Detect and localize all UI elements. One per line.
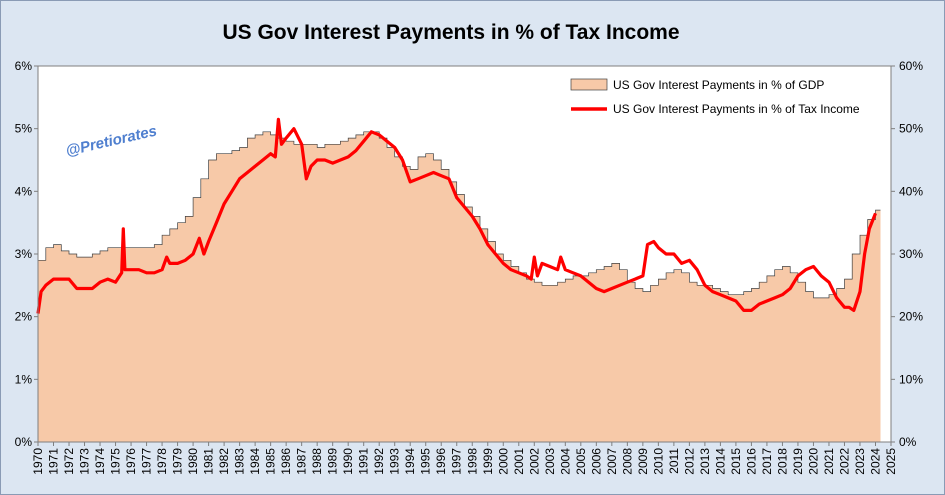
x-tick-label: 1991 — [357, 448, 371, 475]
x-tick-label: 1992 — [372, 448, 386, 475]
left-tick-label: 4% — [15, 184, 33, 198]
x-tick-label: 2021 — [822, 448, 836, 475]
axis-layer: 0%1%2%3%4%5%6%0%10%20%30%40%50%60%1970 19… — [15, 59, 924, 475]
x-tick-label: 2015 — [729, 448, 743, 475]
x-tick-label: 2023 — [853, 448, 867, 475]
x-tick-label: 2009 — [636, 448, 650, 475]
x-tick-label: 2020 — [806, 448, 820, 475]
x-tick-label: 1977 — [140, 448, 154, 475]
x-tick-label: 1993 — [388, 448, 402, 475]
x-tick-label: 1981 — [202, 448, 216, 475]
x-tick-label: 1988 — [310, 448, 324, 475]
x-tick-label: 2018 — [775, 448, 789, 475]
x-tick-label: 1983 — [233, 448, 247, 475]
x-tick-label: 1996 — [434, 448, 448, 475]
x-tick-label: 2008 — [620, 448, 634, 475]
x-tick-label: 2012 — [682, 448, 696, 475]
x-tick-label: 1990 — [341, 448, 355, 475]
x-tick-label: 1986 — [279, 448, 293, 475]
x-tick-label: 2011 — [667, 448, 681, 474]
right-tick-label: 0% — [899, 435, 917, 449]
left-tick-label: 5% — [15, 122, 33, 136]
right-tick-label: 30% — [899, 247, 923, 261]
x-tick-label: 2017 — [760, 448, 774, 475]
gdp-area — [38, 131, 881, 443]
chart-title: US Gov Interest Payments in % of Tax Inc… — [222, 21, 680, 44]
x-tick-label: 2016 — [744, 448, 758, 475]
x-tick-label: 2000 — [496, 448, 510, 475]
x-tick-label: 1987 — [295, 448, 309, 475]
x-tick-label: 1984 — [248, 448, 262, 475]
x-tick-label: 2010 — [651, 448, 665, 475]
x-tick-label: 2019 — [791, 448, 805, 475]
x-tick-label: 1982 — [217, 448, 231, 475]
left-tick-label: 1% — [15, 372, 33, 386]
x-tick-label: 1989 — [326, 448, 340, 475]
x-tick-label: 1994 — [403, 448, 417, 475]
left-tick-label: 0% — [15, 435, 33, 449]
x-tick-label: 1995 — [419, 448, 433, 475]
x-tick-label: 2006 — [589, 448, 603, 475]
x-tick-label: 1978 — [155, 448, 169, 475]
tax-income-line — [36, 117, 877, 314]
line-layer — [36, 117, 877, 314]
legend-label-tax-income: US Gov Interest Payments in % of Tax Inc… — [613, 102, 860, 116]
x-tick-label: 2013 — [698, 448, 712, 475]
x-tick-label: 1979 — [171, 448, 185, 475]
x-tick-label: 1998 — [465, 448, 479, 475]
x-tick-label: 1997 — [450, 448, 464, 475]
right-tick-label: 10% — [899, 372, 923, 386]
gdp-area-edge — [38, 131, 881, 299]
x-tick-label: 2025 — [884, 448, 898, 475]
x-tick-label: 2024 — [868, 448, 882, 475]
x-tick-label: 1975 — [109, 448, 123, 475]
x-tick-label: 2022 — [837, 448, 851, 475]
area-layer — [38, 131, 881, 443]
x-tick-label: 1980 — [186, 448, 200, 475]
x-tick-label: 2014 — [713, 448, 727, 475]
x-tick-label: 2001 — [512, 448, 526, 475]
x-tick-label: 2003 — [543, 448, 557, 475]
x-tick-label: 1974 — [93, 448, 107, 475]
left-tick-label: 3% — [15, 247, 33, 261]
legend-label-gdp: US Gov Interest Payments in % of GDP — [613, 78, 824, 92]
left-tick-label: 6% — [15, 59, 33, 73]
legend-swatch-gdp — [570, 78, 608, 91]
right-tick-label: 60% — [899, 59, 923, 73]
right-tick-label: 50% — [899, 122, 923, 136]
x-tick-label: 1973 — [78, 448, 92, 475]
x-tick-label: 1972 — [62, 448, 76, 475]
left-tick-label: 2% — [15, 310, 33, 324]
x-tick-label: 1970 — [31, 448, 45, 475]
x-tick-label: 2005 — [574, 448, 588, 475]
legend: US Gov Interest Payments in % of GDP US … — [570, 78, 860, 116]
right-tick-label: 40% — [899, 184, 923, 198]
x-tick-label: 2007 — [605, 448, 619, 475]
x-tick-label: 2002 — [527, 448, 541, 475]
x-tick-label: 1971 — [47, 448, 61, 475]
x-tick-label: 1976 — [124, 448, 138, 475]
x-tick-label: 1985 — [264, 448, 278, 475]
x-tick-label: 2004 — [558, 448, 572, 475]
right-tick-label: 20% — [899, 310, 923, 324]
x-tick-label: 1999 — [481, 448, 495, 475]
